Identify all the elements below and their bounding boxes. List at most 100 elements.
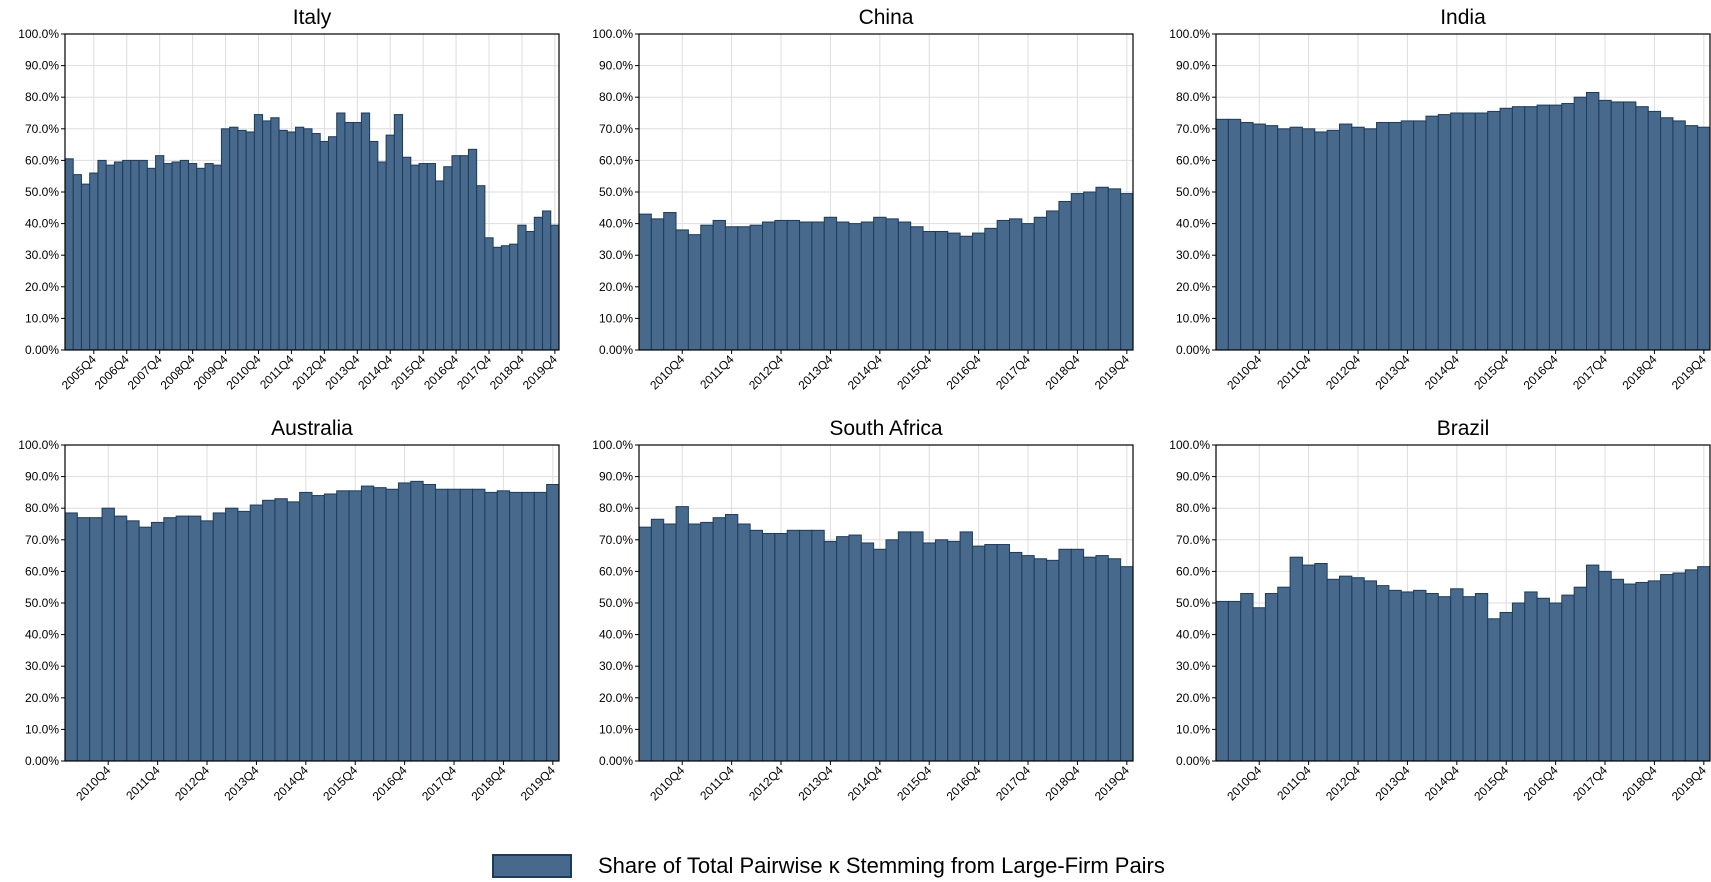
- bar: [1107, 558, 1122, 762]
- bar: [385, 134, 395, 351]
- bar: [64, 158, 74, 351]
- bar: [1240, 121, 1254, 351]
- bar: [1083, 556, 1097, 762]
- x-tick-label: 2012Q4: [746, 763, 786, 803]
- plot-frame: [1215, 444, 1711, 762]
- y-tick-label: 20.0%: [1176, 691, 1210, 705]
- panel-brazil: Brazil 0.00% 10.0% 20.0% 30.0% 40.0% 50.0% 60.0…: [1169, 417, 1711, 803]
- x-tick-label: 2015Q4: [320, 763, 360, 803]
- bar: [848, 534, 862, 762]
- bar: [700, 224, 714, 351]
- x-tick-label: 2019Q4: [520, 352, 560, 392]
- bar: [1083, 191, 1097, 351]
- bar: [1363, 580, 1378, 762]
- bar: [1009, 218, 1023, 351]
- bar: [484, 491, 498, 762]
- bar: [1289, 126, 1303, 351]
- x-tick-label: 2017Q4: [454, 352, 494, 392]
- bar: [435, 180, 445, 351]
- bar: [517, 224, 527, 351]
- x-tick-label: 2013Q4: [221, 763, 261, 803]
- bar: [509, 243, 519, 351]
- x-tick-label: 2015Q4: [1471, 763, 1511, 803]
- bar: [113, 515, 128, 762]
- panel-south-africa: South Africa 0.00% 10.0% 20.0% 30.0% 40.0% 50.…: [592, 417, 1134, 803]
- bar: [1697, 566, 1711, 762]
- bar: [873, 548, 887, 762]
- y-tick-label: 30.0%: [599, 659, 633, 673]
- y-tick-label: 0.00%: [599, 343, 633, 357]
- y-tick-label: 70.0%: [25, 122, 59, 136]
- y-tick-label: 90.0%: [25, 470, 59, 484]
- bar: [336, 490, 350, 762]
- y-tick-label: 80.0%: [1176, 90, 1210, 104]
- bar: [749, 529, 764, 762]
- bar: [1536, 597, 1550, 762]
- y-tick-label: 30.0%: [1176, 248, 1210, 262]
- x-tick-label: 2012Q4: [746, 352, 786, 392]
- bar: [237, 129, 247, 351]
- bar: [1252, 607, 1266, 762]
- bar: [1120, 193, 1134, 351]
- y-tick-label: 50.0%: [25, 185, 59, 199]
- y-tick-label: 90.0%: [25, 59, 59, 73]
- bar: [712, 219, 726, 351]
- x-tick-label: 2014Q4: [355, 352, 395, 392]
- plot-frame: [64, 33, 560, 351]
- bar: [336, 112, 346, 351]
- bar: [786, 219, 801, 351]
- bar: [175, 515, 189, 762]
- bar: [89, 517, 103, 762]
- bar: [229, 126, 239, 351]
- x-tick-label: 2016Q4: [370, 763, 410, 803]
- y-tick-label: 0.00%: [25, 343, 59, 357]
- bar: [459, 155, 469, 351]
- y-tick-label: 30.0%: [599, 248, 633, 262]
- bar: [885, 218, 899, 351]
- bar: [1586, 564, 1600, 762]
- bar: [521, 491, 535, 762]
- bar: [836, 221, 850, 351]
- bar: [130, 159, 140, 351]
- panel-australia: Australia 0.00% 10.0% 20.0% 30.0% 40.0% 50.0% 6…: [18, 417, 560, 803]
- bar: [278, 129, 288, 351]
- bar: [786, 529, 801, 762]
- bar: [675, 229, 689, 351]
- x-tick-label: 2010Q4: [1224, 352, 1264, 392]
- bar: [1314, 131, 1328, 351]
- bar: [1598, 99, 1612, 351]
- bar: [650, 218, 665, 351]
- bar: [860, 221, 875, 351]
- x-tick-label: 2013Q4: [1372, 763, 1412, 803]
- bar: [1215, 118, 1229, 351]
- bar: [410, 480, 424, 762]
- bar: [1095, 555, 1109, 762]
- bar: [1376, 121, 1390, 351]
- panel-title: Italy: [293, 6, 332, 29]
- y-tick-label: 50.0%: [1176, 596, 1210, 610]
- y-tick-label: 10.0%: [25, 311, 59, 325]
- bar: [799, 221, 813, 351]
- y-tick-label: 50.0%: [25, 596, 59, 610]
- y-tick-label: 0.00%: [599, 754, 633, 768]
- bar: [299, 491, 313, 762]
- bar: [687, 523, 702, 762]
- y-tick-label: 80.0%: [599, 90, 633, 104]
- bar: [533, 491, 548, 762]
- y-tick-label: 70.0%: [599, 122, 633, 136]
- y-tick-label: 40.0%: [1176, 217, 1210, 231]
- bar: [1363, 128, 1378, 351]
- y-tick-label: 30.0%: [1176, 659, 1210, 673]
- bar: [1635, 106, 1649, 351]
- bar: [897, 531, 912, 762]
- bar: [1301, 128, 1316, 351]
- bar: [459, 488, 474, 762]
- bar: [910, 226, 924, 351]
- bar: [1388, 121, 1402, 351]
- bar: [249, 504, 264, 762]
- y-tick-label: 100.0%: [592, 27, 633, 41]
- bar: [1462, 112, 1476, 351]
- x-tick-label: 2016Q4: [944, 352, 984, 392]
- x-tick-label: 2011Q4: [697, 352, 737, 392]
